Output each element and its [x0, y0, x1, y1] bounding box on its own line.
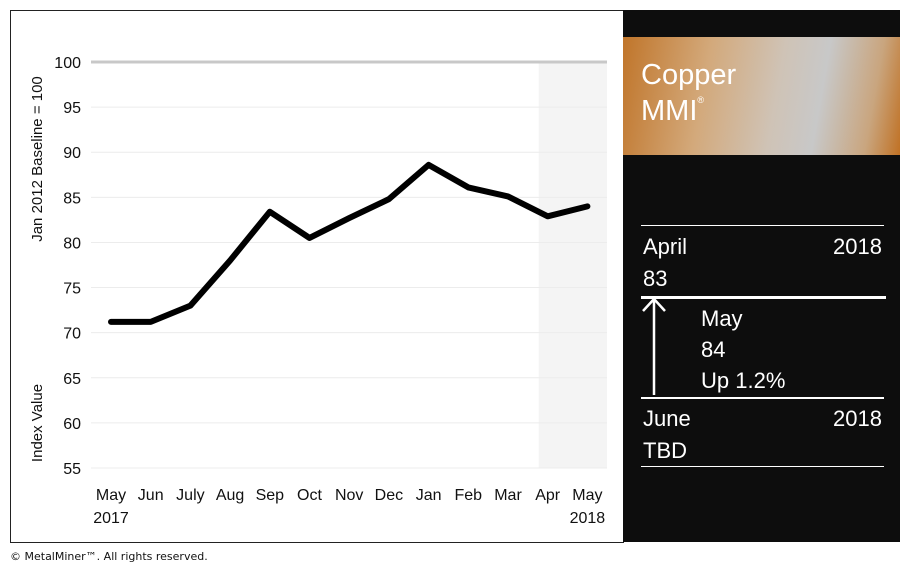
- data-point: [467, 186, 469, 188]
- current-month: April: [643, 234, 688, 259]
- y-tick-label: 90: [63, 145, 81, 162]
- divider: [641, 296, 886, 299]
- x-tick-label: May: [572, 487, 602, 504]
- forecast-shade: [538, 62, 607, 468]
- chart-frame: 100 95 90 85 80 75 70 65 60 55 Jan 2012 Baseline =…: [10, 10, 624, 543]
- x-tick-label: Mar: [494, 487, 522, 504]
- y-tick-label: 60: [63, 416, 81, 433]
- data-point: [110, 321, 112, 323]
- y-tick-label: 55: [63, 461, 81, 478]
- x-tick-label: July: [176, 487, 204, 504]
- change-text: Up 1.2%: [701, 368, 786, 393]
- y-tick-label: 65: [63, 371, 81, 388]
- x-tick-label: Jun: [138, 487, 164, 504]
- data-point: [428, 164, 430, 166]
- y-tick-label: 75: [63, 281, 81, 298]
- x-tick-label: Aug: [216, 487, 244, 504]
- data-point: [229, 259, 231, 261]
- next-value: 84: [701, 337, 726, 362]
- x-tick-label: Sep: [256, 487, 285, 504]
- x-tick-label: Feb: [455, 487, 483, 504]
- y-tick-label: 85: [63, 190, 81, 207]
- banner-subtitle: MMI®: [641, 95, 705, 127]
- x-tick-label: Dec: [375, 487, 403, 504]
- data-point: [547, 215, 549, 217]
- data-point: [269, 211, 271, 213]
- y-tick-label: 100: [54, 55, 81, 72]
- data-point: [348, 217, 350, 219]
- data-point: [150, 321, 152, 323]
- current-value: 83: [643, 266, 668, 291]
- divider: [641, 466, 884, 467]
- index-line: [108, 161, 591, 325]
- x-tick-label: Oct: [297, 487, 322, 504]
- summary-panel: Copper MMI® April 2018 83 May 84 Up 1.2%…: [623, 10, 900, 542]
- copyright: © MetalMiner™. All rights reserved.: [10, 550, 208, 563]
- x-year-label: 2018: [570, 510, 606, 527]
- x-tick-label: Jan: [416, 487, 442, 504]
- registered-mark: ®: [697, 95, 705, 105]
- line-chart: 100 95 90 85 80 75 70 65 60 55 Jan 2012 Baseline =…: [29, 55, 607, 527]
- banner-title: Copper: [641, 59, 737, 91]
- data-point: [388, 198, 390, 200]
- divider: [641, 225, 884, 226]
- up-arrow-icon: [642, 297, 666, 395]
- x-year-label: 2017: [93, 510, 129, 527]
- data-point: [309, 237, 310, 239]
- copper-mmi-banner: Copper MMI®: [623, 37, 900, 155]
- data-point: [507, 195, 509, 197]
- y-tick-label: 95: [63, 100, 81, 117]
- data-point: [586, 205, 588, 207]
- current-year: 2018: [833, 234, 882, 259]
- y-tick-label: 80: [63, 235, 81, 252]
- future-year: 2018: [833, 406, 882, 431]
- y-axis-label-index: Index Value: [29, 384, 46, 462]
- future-value: TBD: [643, 438, 687, 463]
- x-tick-label: May: [96, 487, 126, 504]
- y-axis-label: Jan 2012 Baseline = 100: [29, 76, 46, 242]
- future-month: June: [643, 406, 691, 431]
- next-month: May: [701, 306, 743, 331]
- x-tick-label: Apr: [535, 487, 561, 504]
- divider: [641, 397, 884, 399]
- data-point: [189, 305, 191, 307]
- y-tick-label: 70: [63, 326, 81, 343]
- x-tick-label: Nov: [335, 487, 363, 504]
